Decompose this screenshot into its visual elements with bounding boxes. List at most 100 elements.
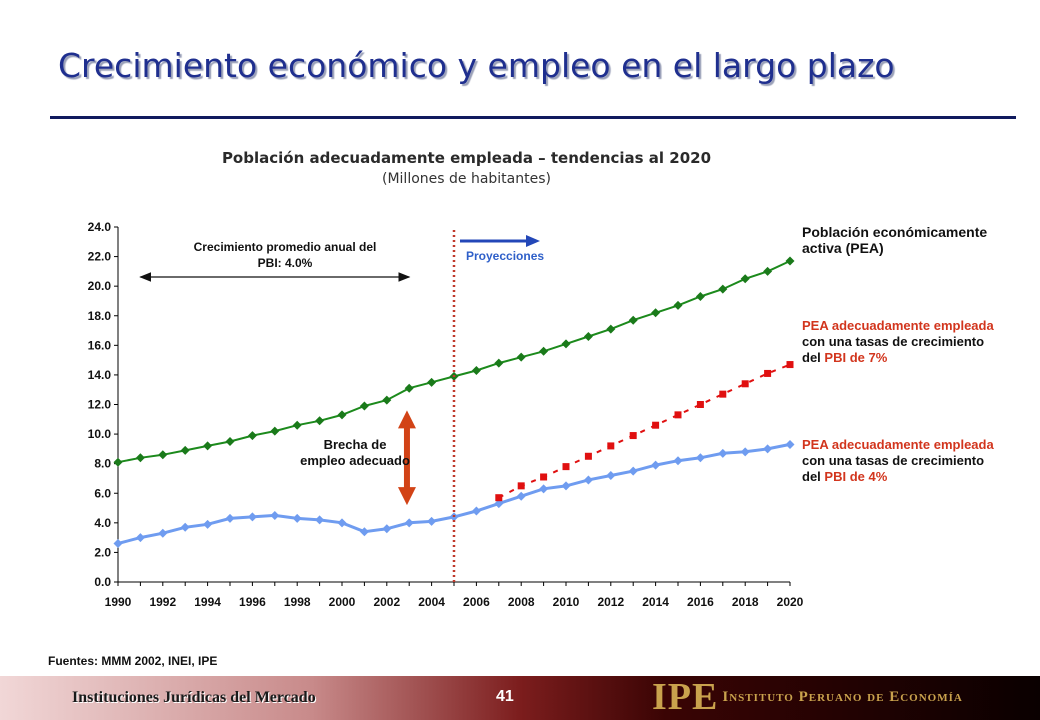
adequate7-point bbox=[719, 390, 727, 398]
chart-title: Población adecuadamente empleada – tende… bbox=[221, 149, 712, 167]
pea-point bbox=[203, 441, 213, 451]
x-tick-label: 1994 bbox=[194, 595, 221, 609]
adequate4-point bbox=[359, 527, 369, 537]
x-tick-label: 2014 bbox=[642, 595, 669, 609]
adequate7-point bbox=[584, 452, 592, 460]
y-tick-label: 10.0 bbox=[88, 427, 112, 441]
adequate4-point bbox=[270, 510, 280, 520]
adequate4-point bbox=[427, 516, 437, 526]
pea-point bbox=[180, 445, 190, 455]
chart-subtitle: (Millones de habitantes) bbox=[382, 171, 551, 187]
adequate4-label-b: con una tasas de crecimiento del bbox=[802, 453, 985, 484]
adequate4-point bbox=[651, 460, 661, 470]
adequate4-point bbox=[203, 519, 213, 529]
employment-gap-note: Brecha de empleo adecuado bbox=[300, 437, 410, 468]
pea-point bbox=[225, 436, 235, 446]
gap-arrow-head-bottom bbox=[397, 487, 416, 506]
x-tick-label: 2016 bbox=[687, 595, 714, 609]
pea-point bbox=[113, 457, 123, 467]
projections-label: Proyecciones bbox=[466, 249, 545, 263]
pea-point bbox=[337, 410, 347, 420]
adequate4-label-a: PEA adecuadamente empleada bbox=[802, 437, 994, 452]
pea-point bbox=[359, 401, 369, 411]
logo-mark: IPE bbox=[652, 676, 719, 718]
y-tick-label: 8.0 bbox=[94, 457, 111, 471]
pea-point bbox=[516, 352, 526, 362]
pea-point bbox=[427, 377, 437, 387]
adequate4-point bbox=[539, 484, 549, 494]
adequate4-point bbox=[740, 447, 750, 457]
pea-point bbox=[247, 431, 257, 441]
logo-name: Instituto Peruano de Economía bbox=[722, 688, 963, 705]
adequate4-point bbox=[628, 466, 638, 476]
adequate4-point bbox=[718, 448, 728, 458]
pea-point bbox=[561, 339, 571, 349]
pea-point bbox=[695, 292, 705, 302]
pea-point bbox=[158, 450, 168, 460]
adequate4-point bbox=[158, 528, 168, 538]
adequate4-point bbox=[471, 506, 481, 516]
pea-point bbox=[718, 284, 728, 294]
y-tick-label: 12.0 bbox=[88, 398, 112, 412]
x-tick-label: 2018 bbox=[732, 595, 759, 609]
pea-point bbox=[583, 331, 593, 341]
projections-arrow-head bbox=[526, 235, 540, 247]
x-tick-label: 1996 bbox=[239, 595, 266, 609]
adequate7-line bbox=[498, 363, 791, 499]
pea-point bbox=[404, 383, 414, 393]
sources-note: Fuentes: MMM 2002, INEI, IPE bbox=[48, 654, 218, 668]
pea-series-label: Población económicamente activa (PEA) bbox=[802, 224, 988, 256]
y-tick-label: 24.0 bbox=[88, 220, 112, 234]
x-tick-label: 2004 bbox=[418, 595, 445, 609]
page-number: 41 bbox=[496, 688, 514, 705]
y-tick-label: 4.0 bbox=[94, 516, 111, 530]
x-tick-label: 1990 bbox=[105, 595, 132, 609]
adequate7-point bbox=[540, 473, 548, 481]
footer-course-name: Instituciones Jurídicas del Mercado bbox=[72, 689, 316, 706]
adequate4-point bbox=[695, 453, 705, 463]
adequate7-point bbox=[495, 494, 503, 502]
x-tick-label: 2012 bbox=[597, 595, 624, 609]
adequate4-point bbox=[785, 439, 795, 449]
gdp-growth-note: Crecimiento promedio anual del PBI: 4.0% bbox=[193, 240, 377, 270]
adequate7-point bbox=[741, 380, 749, 388]
adequate4-point bbox=[606, 471, 616, 480]
adequate4-point bbox=[225, 513, 235, 523]
ipe-logo: IPE Instituto Peruano de Economía bbox=[652, 675, 963, 719]
footer-bar: Instituciones Jurídicas del Mercado 41 I… bbox=[0, 676, 1040, 720]
adequate4-point bbox=[494, 499, 504, 509]
x-tick-label: 2002 bbox=[373, 595, 400, 609]
x-tick-label: 2006 bbox=[463, 595, 490, 609]
y-tick-label: 2.0 bbox=[94, 545, 111, 559]
adequate4-point bbox=[135, 533, 145, 543]
adequate7-series-label: PEA adecuadamente empleada con una tasas… bbox=[802, 318, 1002, 366]
adequate4-label-c: PBI de 4% bbox=[824, 469, 888, 484]
adequate4-point bbox=[315, 515, 325, 525]
y-tick-label: 18.0 bbox=[88, 309, 112, 323]
x-tick-label: 1992 bbox=[149, 595, 176, 609]
gap-arrow-head-top bbox=[397, 410, 416, 429]
adequate4-point bbox=[337, 518, 347, 528]
pea-point bbox=[606, 324, 616, 334]
adequate4-point bbox=[180, 522, 190, 532]
adequate7-point bbox=[629, 432, 637, 440]
pea-point bbox=[539, 346, 549, 356]
pea-point bbox=[651, 308, 661, 318]
x-tick-label: 1998 bbox=[284, 595, 311, 609]
adequate7-point bbox=[696, 401, 704, 408]
adequate4-point bbox=[583, 475, 593, 485]
adequate4-point bbox=[247, 512, 257, 522]
adequate4-point bbox=[561, 481, 571, 491]
adequate4-point bbox=[673, 456, 683, 466]
x-tick-label: 2000 bbox=[329, 595, 356, 609]
pea-point bbox=[628, 315, 638, 325]
slide-title: Crecimiento económico y empleo en el lar… bbox=[58, 46, 895, 85]
pea-point bbox=[135, 453, 145, 463]
pea-point bbox=[382, 395, 392, 405]
adequate4-point bbox=[404, 518, 414, 528]
pea-point bbox=[471, 365, 481, 375]
line-chart: 0.0 2.0 4.0 6.0 8.0 10.0 12.0 14.0 16.0 18.0 20.0 2… bbox=[88, 220, 804, 609]
pea-point bbox=[785, 256, 795, 266]
adequate7-point bbox=[786, 361, 794, 369]
pea-point bbox=[673, 300, 683, 310]
